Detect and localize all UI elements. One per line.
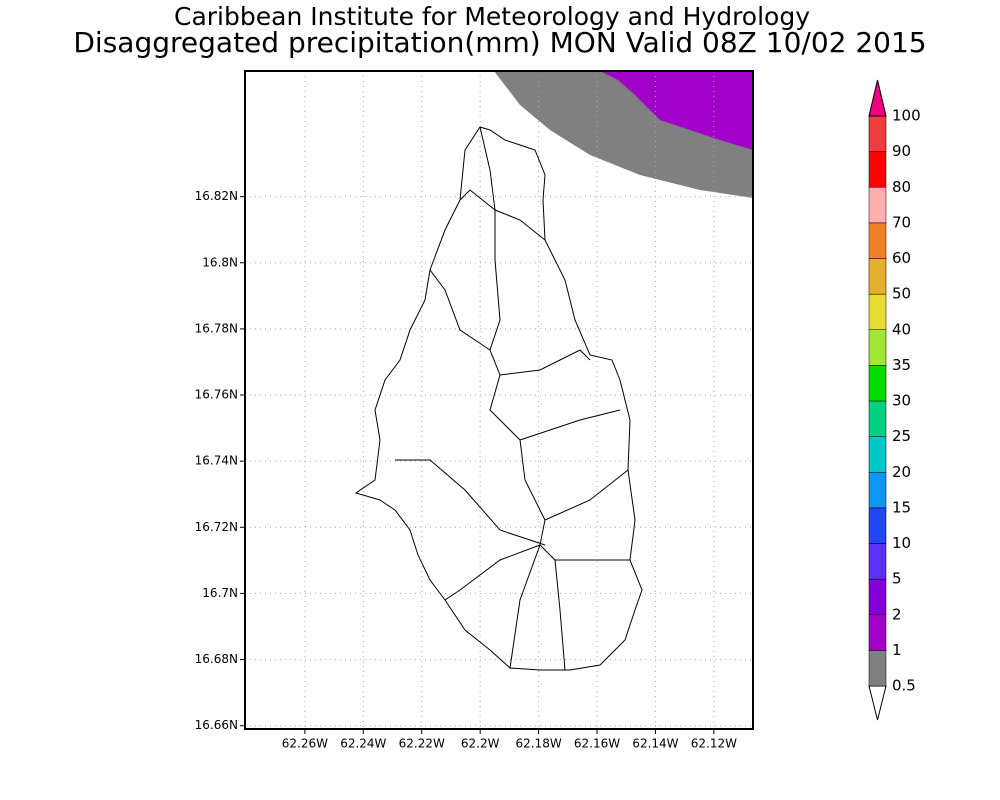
title: Caribbean Institute for Meteorology and …	[174, 2, 810, 31]
y-tick-label: 16.76N	[195, 388, 238, 402]
island	[354, 126, 643, 671]
y-tick-label: 16.74N	[195, 454, 238, 468]
precip-area	[600, 71, 753, 150]
colorbar-label: 15	[892, 498, 911, 516]
colorbar-label: 1	[892, 641, 902, 659]
colorbar-label: 60	[892, 249, 911, 267]
colorbar-segment	[868, 614, 887, 651]
colorbar-label: 20	[892, 463, 911, 481]
basin-line	[494, 209, 546, 241]
basin-line	[444, 544, 541, 601]
colorbar-segment	[868, 507, 887, 544]
colorbar-segment	[868, 329, 887, 366]
basin-line	[479, 126, 566, 671]
colorbar-label: 100	[892, 107, 921, 125]
colorbar-above	[868, 79, 887, 117]
x-tick-label: 62.14W	[632, 737, 678, 751]
subtitle: Disaggregated precipitation(mm) MON Vali…	[73, 26, 926, 59]
colorbar-label: 30	[892, 392, 911, 410]
colorbar-segment	[868, 400, 887, 437]
colorbar-segment	[868, 222, 887, 259]
x-tick-label: 62.26W	[282, 737, 328, 751]
colorbar-label: 25	[892, 427, 911, 445]
basin-line	[459, 189, 496, 211]
colorbar-label: 10	[892, 534, 911, 552]
basin-line	[499, 349, 591, 376]
y-tick-label: 16.8N	[202, 255, 238, 269]
x-tick-label: 62.18W	[515, 737, 561, 751]
y-tick-label: 16.82N	[195, 189, 238, 203]
basin-line	[509, 544, 541, 669]
colorbar-label: 35	[892, 356, 911, 374]
colorbar-label: 80	[892, 178, 911, 196]
colorbar-segment	[868, 365, 887, 402]
y-tick-label: 16.68N	[195, 652, 238, 666]
x-tick-label: 62.2W	[461, 737, 500, 751]
colorbar-segment	[868, 578, 887, 615]
x-tick-label: 62.24W	[340, 737, 386, 751]
y-tick-label: 16.72N	[195, 520, 238, 534]
colorbar-label: 0.5	[892, 677, 916, 695]
colorbar-segment	[868, 436, 887, 473]
colorbar-label: 50	[892, 285, 911, 303]
colorbar-segment	[868, 293, 887, 330]
basin-line	[395, 459, 546, 546]
colorbar-label: 40	[892, 320, 911, 338]
colorbar-segment	[868, 115, 887, 152]
colorbar-segment	[868, 650, 887, 687]
island-outline	[354, 126, 643, 671]
colorbar-segment	[868, 151, 887, 188]
colorbar-below	[868, 685, 887, 721]
x-tick-label: 62.12W	[691, 737, 737, 751]
colorbar-label: 90	[892, 142, 911, 160]
basin-line	[544, 469, 629, 521]
basin-line	[429, 269, 491, 351]
y-tick-label: 16.78N	[195, 321, 238, 335]
colorbar-segment	[868, 543, 887, 580]
map-frame	[244, 70, 754, 730]
precip-layer	[494, 71, 753, 198]
colorbar-label: 2	[892, 605, 902, 623]
x-tick-label: 62.16W	[574, 737, 620, 751]
x-tick-label: 62.22W	[399, 737, 445, 751]
y-tick-label: 16.66N	[195, 718, 238, 732]
colorbar-label: 5	[892, 570, 902, 588]
basin-line	[519, 409, 621, 441]
colorbar-segment	[868, 258, 887, 295]
colorbar-label: 70	[892, 213, 911, 231]
y-tick-label: 16.7N	[202, 586, 238, 600]
colorbar-segment	[868, 187, 887, 224]
colorbar-segment	[868, 472, 887, 509]
axes: 62.26W 62.24W 62.22W 62.2W 62.18W 62.16W 62.14…	[195, 189, 737, 750]
